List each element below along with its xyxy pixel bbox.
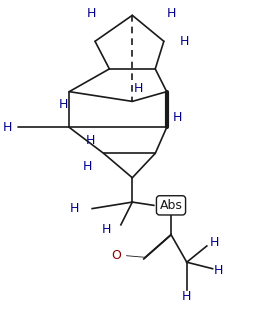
Text: H: H xyxy=(167,7,176,20)
Text: H: H xyxy=(134,82,143,95)
Text: O: O xyxy=(112,249,122,262)
Text: H: H xyxy=(214,264,223,277)
Text: H: H xyxy=(70,202,79,215)
Text: H: H xyxy=(83,160,92,173)
Text: H: H xyxy=(86,134,95,147)
Text: H: H xyxy=(3,121,12,134)
Text: H: H xyxy=(172,111,182,124)
Text: H: H xyxy=(180,35,189,48)
Text: H: H xyxy=(182,290,192,303)
Text: Abs: Abs xyxy=(160,199,182,212)
Text: H: H xyxy=(102,223,111,236)
Text: H: H xyxy=(87,7,96,20)
Text: H: H xyxy=(209,236,219,249)
Text: H: H xyxy=(58,98,68,111)
